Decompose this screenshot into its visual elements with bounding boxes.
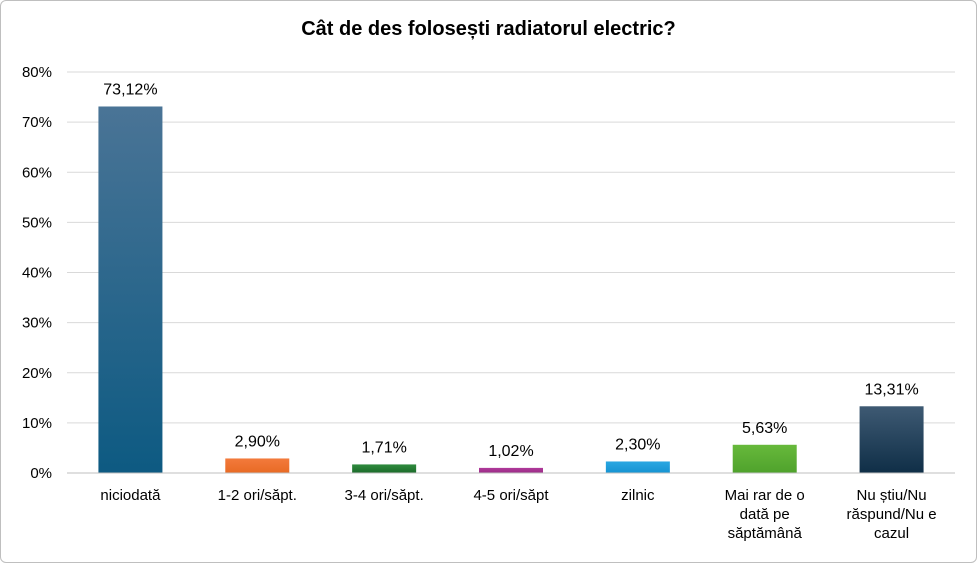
y-tick-label: 50% — [22, 214, 52, 231]
value-label: 1,71% — [361, 439, 406, 456]
x-tick-label-line: 3-4 ori/săpt. — [344, 487, 424, 504]
value-labels: 73,12% 2,90% 1,71% 1,02% 2,30% 5,63% 13,31% — [103, 81, 918, 459]
x-tick-label: Mai rar de o dată pe săptămână — [706, 486, 824, 543]
bar — [859, 406, 924, 473]
x-tick-label: niciodată — [71, 486, 189, 505]
x-tick-label-line: 4-5 ori/săpt — [473, 487, 549, 504]
x-tick-label-line: dată pe — [739, 506, 790, 523]
chart-title: Cât de des folosești radiatorul electric… — [301, 18, 676, 40]
bar — [225, 458, 290, 473]
y-tick-label: 60% — [22, 164, 52, 181]
x-tick-label: 1-2 ori/săpt. — [198, 486, 316, 505]
y-tick-label: 70% — [22, 114, 52, 131]
bar — [352, 464, 417, 473]
x-tick-label: Nu știu/Nu răspund/Nu e cazul — [833, 486, 951, 543]
y-tick-label: 40% — [22, 265, 52, 282]
bars — [98, 106, 924, 474]
value-label: 5,63% — [742, 420, 787, 437]
x-tick-label: 3-4 ori/săpt. — [325, 486, 443, 505]
x-tick-label-line: zilnic — [621, 487, 655, 504]
value-label: 73,12% — [103, 81, 157, 98]
y-tick-label: 30% — [22, 315, 52, 332]
value-label: 13,31% — [864, 381, 918, 398]
bar — [732, 444, 797, 473]
bar — [98, 106, 163, 474]
x-tick-label-line: cazul — [874, 525, 910, 542]
bar — [605, 461, 670, 473]
x-tick-label: 4-5 ori/săpt — [452, 486, 570, 505]
y-tick-label: 10% — [22, 415, 52, 432]
y-tick-label: 0% — [30, 465, 52, 482]
x-tick-label: zilnic — [579, 486, 697, 505]
y-tick-label: 20% — [22, 365, 52, 382]
x-tick-label-line: săptămână — [727, 525, 802, 542]
x-tick-label-line: niciodată — [100, 487, 161, 504]
y-axis-labels: 0% 10% 20% 30% 40% 50% 60% 70% 80% — [22, 64, 52, 482]
bar — [479, 467, 543, 473]
x-tick-label-line: Nu știu/Nu — [856, 487, 927, 504]
y-tick-label: 80% — [22, 64, 52, 81]
x-tick-label-line: Mai rar de o — [724, 487, 805, 504]
value-label: 2,90% — [235, 433, 280, 450]
x-tick-label-line: 1-2 ori/săpt. — [217, 487, 297, 504]
gridlines — [67, 71, 955, 474]
value-label: 2,30% — [615, 436, 660, 453]
value-label: 1,02% — [488, 443, 533, 460]
x-tick-label-line: răspund/Nu e — [846, 506, 937, 523]
